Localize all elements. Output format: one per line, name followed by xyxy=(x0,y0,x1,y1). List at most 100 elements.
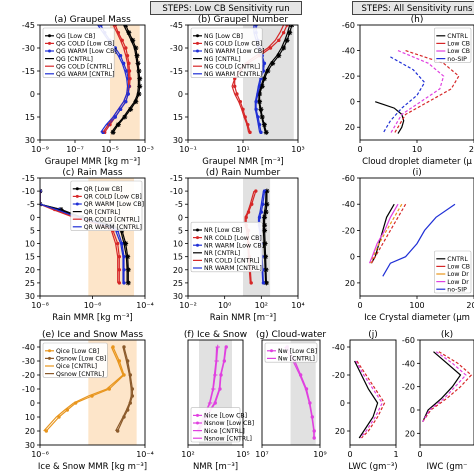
legend-marker xyxy=(196,49,199,53)
legend-entry: NR [CNTRL] xyxy=(204,250,240,257)
x-tick-label: 10⁻⁴ xyxy=(136,450,154,459)
y-tick-label: 30 xyxy=(25,292,35,301)
y-tick-label: 0 xyxy=(178,90,183,99)
series-line xyxy=(422,351,467,422)
y-tick-label: 5 xyxy=(178,226,183,235)
legend-marker xyxy=(196,228,199,232)
data-point xyxy=(263,267,269,273)
chart-title: (k) xyxy=(441,330,453,340)
legend-entry: Qice [Low CB] xyxy=(56,348,99,355)
series-line xyxy=(370,203,403,264)
chart-title: (i) xyxy=(412,168,422,178)
x-tick-label: 10⁷ xyxy=(255,450,268,459)
x-tick-label: 0 xyxy=(357,301,362,310)
y-tick-label: 20 xyxy=(25,427,35,436)
x-tick-label: 0 xyxy=(347,450,352,459)
plot-frame xyxy=(39,24,146,141)
data-point xyxy=(136,68,142,74)
x-axis-label: Graupel MMR [kg m⁻³] xyxy=(45,157,140,167)
data-point xyxy=(264,201,270,207)
legend-marker xyxy=(270,349,273,353)
legend: NR [Low CB]NR COLD [Low CB]NR WARM [Low … xyxy=(190,221,264,272)
data-point xyxy=(115,429,120,433)
data-point xyxy=(136,91,142,97)
legend-marker xyxy=(196,243,199,247)
x-tick-label: 10⁵ xyxy=(236,450,249,459)
chart-g: (g) Cloud-water 10⁷ 10⁹ Nw [Low CB]Nw [CNTR… xyxy=(255,330,326,459)
legend: QR [Low CB]QR COLD [Low CB]QR WARM [Low … xyxy=(70,180,144,231)
y-tick-label: -40 xyxy=(342,200,355,209)
legend-entry: Qsnow [Low CB] xyxy=(56,356,106,363)
data-point xyxy=(128,106,134,112)
x-tick-label: 20 xyxy=(469,145,474,154)
data-point xyxy=(44,429,49,433)
data-point xyxy=(263,129,269,135)
x-axis-label: Ice Crystal diameter (μm xyxy=(364,313,470,323)
data-point xyxy=(213,372,218,378)
x-tick-label: 10⁻¹ xyxy=(179,145,197,154)
data-point xyxy=(115,241,120,246)
legend-entry: QR WARM [Low CB] xyxy=(84,201,144,208)
x-tick-label: 10⁻⁹ xyxy=(31,145,49,154)
legend-entry: NR COLD [Low CB] xyxy=(204,235,262,242)
data-point xyxy=(270,60,276,66)
x-axis-label: IWC (gm⁻ xyxy=(426,462,467,472)
data-point xyxy=(257,99,263,105)
series-group xyxy=(97,25,143,135)
y-tick-label: -60 xyxy=(342,21,355,30)
y-tick-label: 0 xyxy=(340,399,345,408)
legend-entry: NG [CNTRL] xyxy=(204,56,241,63)
legend-entry: QR [Low CB] xyxy=(84,186,123,193)
legend-box xyxy=(264,342,318,363)
legend-entry: QR WARM [CNTRL] xyxy=(84,224,142,231)
y-tick-label: 0 xyxy=(410,406,415,415)
legend-marker xyxy=(75,194,79,198)
series-line xyxy=(262,191,267,283)
data-point xyxy=(125,267,131,273)
data-point xyxy=(135,60,141,66)
legend-box xyxy=(42,342,108,378)
x-tick-label: 10⁻³ xyxy=(136,145,154,154)
x-tick-label: 10⁰ xyxy=(218,301,231,310)
x-tick-label: 10² xyxy=(255,301,268,310)
y-tick-label: -10 xyxy=(22,187,35,196)
series-line xyxy=(110,25,139,133)
legend-entry: Nsnow [CNTRL] xyxy=(204,435,252,442)
legend-marker xyxy=(196,413,199,417)
y-tick-label: -20 xyxy=(22,371,35,380)
left-banner: STEPS: Low CB Sensitivity run xyxy=(150,1,302,15)
y-tick-label: 15 xyxy=(173,253,183,262)
legend-entry: Low Dr xyxy=(447,271,469,278)
y-tick-label: 0 xyxy=(350,98,355,107)
x-tick-label: 10⁻⁷ xyxy=(66,145,84,154)
legend-marker xyxy=(48,356,51,360)
series-line xyxy=(382,56,426,134)
chart-j: (j) -40 -20 0 20 0 1 LWC (gm⁻³) xyxy=(332,330,399,472)
x-axis-label: Graupel NMR [m⁻³] xyxy=(202,157,283,167)
series-line xyxy=(422,351,462,422)
data-point xyxy=(125,254,131,260)
y-tick-label: -15 xyxy=(170,174,183,183)
y-tick-label: 5 xyxy=(30,226,35,235)
right-banner: STEPS: All Sensitivity runs xyxy=(352,1,474,15)
x-axis-label: Rain MMR [kg m⁻³] xyxy=(52,313,132,323)
x-tick-label: 10⁻⁶ xyxy=(84,301,102,310)
x-axis-label: Ice & Snow MMR [kg m⁻³] xyxy=(38,462,147,472)
plot-frame xyxy=(39,177,146,297)
y-tick-label: -40 xyxy=(332,343,345,352)
data-point xyxy=(264,188,270,194)
legend-entry: no-SIP xyxy=(447,56,467,63)
series-line xyxy=(370,203,407,264)
data-point xyxy=(110,129,116,135)
legend-entry: Qice [CNTRL] xyxy=(56,363,97,370)
series-group xyxy=(43,345,135,433)
series-line xyxy=(264,191,268,283)
y-tick-label: 20 xyxy=(345,279,355,288)
data-point xyxy=(130,37,136,43)
legend-entry: QG WARM [CNTRL] xyxy=(56,71,115,78)
x-axis-label: Rain NMR [m⁻³] xyxy=(210,313,277,323)
legend-entry: NR WARM [CNTRL] xyxy=(204,265,262,272)
